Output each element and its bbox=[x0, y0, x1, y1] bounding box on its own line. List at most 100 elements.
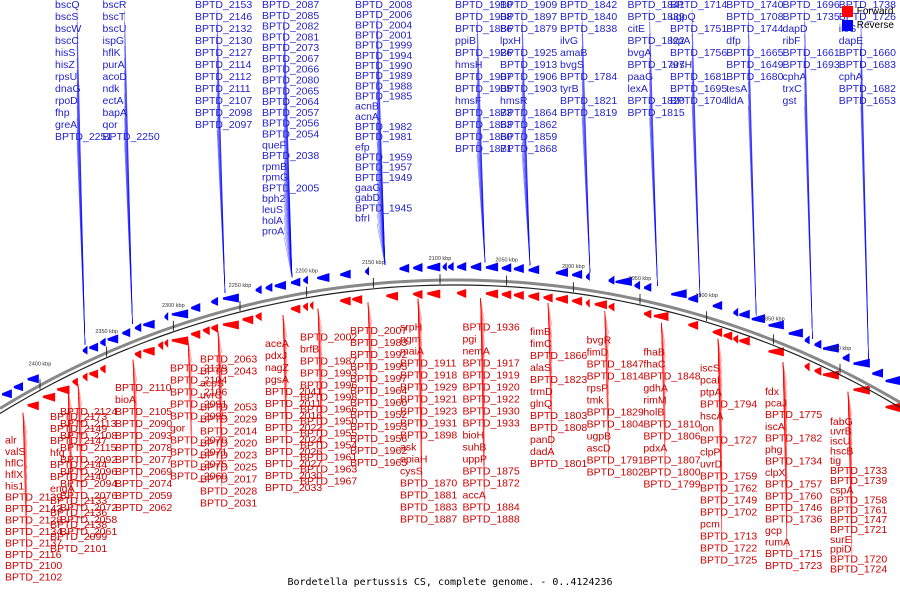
forward-feature bbox=[653, 312, 669, 322]
reverse-feature bbox=[872, 368, 884, 378]
reverse-gene-label: BPTD_1862 bbox=[500, 119, 557, 131]
reverse-gene-label: acnB bbox=[355, 101, 379, 113]
reverse-gene-label: gabD bbox=[355, 192, 381, 204]
reverse-gene-label: greA bbox=[55, 119, 77, 131]
backbone-inner-arc bbox=[0, 284, 900, 415]
forward-gene-label: engA bbox=[50, 483, 75, 495]
reverse-gene-label: BPTD_1999 bbox=[355, 40, 412, 52]
reverse-gene-label: BPTD_1988 bbox=[355, 80, 412, 92]
forward-gene-label: valS bbox=[5, 446, 25, 458]
forward-gene-label: BPTD_1762 bbox=[700, 482, 757, 494]
reverse-gene-label: lexA bbox=[628, 83, 648, 95]
reverse-gene-label: BPTD_1693 bbox=[783, 59, 840, 71]
reverse-feature bbox=[27, 374, 39, 384]
forward-connector bbox=[77, 383, 83, 526]
forward-gene-label: clpP bbox=[700, 446, 720, 458]
forward-gene-label: BPTD_2033 bbox=[265, 482, 322, 494]
reverse-feature bbox=[442, 262, 447, 272]
reverse-feature bbox=[822, 343, 839, 353]
forward-gene-label: BPTD_1791 bbox=[587, 454, 644, 466]
reverse-gene-label: hflK bbox=[103, 47, 121, 59]
forward-gene-label: BPTD_2092 bbox=[60, 454, 117, 466]
reverse-gene-label: hmsF bbox=[455, 95, 481, 107]
reverse-gene-label: fhp bbox=[55, 107, 70, 119]
reverse-gene-label: BPTD_1738 bbox=[839, 0, 896, 11]
reverse-gene-label: dapD bbox=[783, 23, 809, 35]
forward-feature bbox=[211, 323, 219, 333]
forward-feature bbox=[572, 296, 583, 306]
reverse-gene-label: ugpQ bbox=[670, 11, 696, 23]
reverse-gene-label: bscW bbox=[55, 23, 81, 35]
gene-labels: bscQ bscR bscS bscT bscW bscU bscC ispG hisS hflK… bbox=[5, 0, 896, 584]
reverse-gene-label: citE bbox=[628, 23, 646, 35]
reverse-feature bbox=[470, 262, 482, 272]
forward-gene-label: BPTD_1758 bbox=[830, 495, 887, 507]
forward-gene-label: tig bbox=[830, 455, 841, 467]
forward-gene-label: BPTD_1961 bbox=[300, 452, 357, 464]
reverse-feature bbox=[634, 280, 641, 290]
reverse-gene-label: BPTD_1696 bbox=[783, 0, 840, 11]
forward-gene-label: glnQ bbox=[530, 398, 552, 410]
reverse-gene-label: bapA bbox=[103, 107, 128, 119]
reverse-gene-label: purA bbox=[103, 59, 125, 71]
reverse-gene-label: BPTD_1926 bbox=[455, 47, 512, 59]
reverse-gene-label: BPTD_1681 bbox=[670, 71, 727, 83]
reverse-feature bbox=[255, 285, 262, 295]
reverse-feature bbox=[608, 275, 615, 285]
forward-gene-label: BPTD_1727 bbox=[700, 434, 757, 446]
reverse-gene-label: BPTD_1982 bbox=[355, 121, 412, 133]
reverse-gene-label: efp bbox=[355, 141, 370, 153]
reverse-gene-label: ribF bbox=[783, 35, 801, 47]
reverse-gene-label: bvgS bbox=[560, 59, 584, 71]
forward-feature bbox=[733, 334, 739, 344]
forward-gene-label: BPTD_1922 bbox=[463, 393, 520, 405]
forward-gene-label: BPTD_1965 bbox=[350, 457, 407, 469]
reverse-gene-label: BPTD_1990 bbox=[355, 60, 412, 72]
forward-gene-label: tmk bbox=[587, 394, 605, 406]
forward-gene-label: BPTD_2140 bbox=[50, 471, 107, 483]
reverse-gene-label: BPTD_2073 bbox=[262, 42, 319, 54]
forward-gene-label: hscB bbox=[830, 445, 853, 457]
forward-gene-label: BPTD_1888 bbox=[463, 513, 520, 525]
forward-gene-label: BPTD_2124 bbox=[60, 406, 117, 418]
reverse-feature bbox=[222, 293, 239, 303]
forward-gene-label: BPTD_2029 bbox=[200, 413, 257, 425]
reverse-connector bbox=[216, 129, 226, 293]
forward-gene-label: BPTD_1829 bbox=[587, 406, 644, 418]
forward-gene-label: BPTD_1749 bbox=[700, 494, 757, 506]
reverse-gene-label: BPTD_2057 bbox=[262, 107, 319, 119]
reverse-gene-label: tyrB bbox=[560, 83, 579, 95]
reverse-gene-label: BPTD_2008 bbox=[355, 0, 412, 11]
reverse-gene-label: BPTD_1751 bbox=[670, 23, 727, 35]
forward-feature bbox=[57, 385, 70, 395]
reverse-gene-label: BPTD_1797 bbox=[628, 59, 685, 71]
reverse-gene-label: BPTD_1660 bbox=[839, 47, 896, 59]
forward-gene-label: BPTD_1998 bbox=[300, 392, 357, 404]
forward-gene-label: BPTD_1987 bbox=[300, 356, 357, 368]
forward-gene-label: BPTD_1757 bbox=[765, 479, 822, 491]
reverse-gene-label: cphA bbox=[839, 71, 863, 83]
reverse-connector bbox=[581, 117, 591, 273]
reverse-gene-label: BPTD_2004 bbox=[355, 19, 412, 31]
forward-gene-label: lon bbox=[700, 422, 714, 434]
forward-feature bbox=[158, 341, 164, 351]
reverse-gene-label: BPTD_1925 bbox=[500, 47, 557, 59]
reverse-gene-label: BPTD_1735 bbox=[783, 11, 840, 23]
forward-feature bbox=[822, 370, 839, 380]
reverse-feature bbox=[107, 334, 119, 344]
reverse-gene-label: arsH bbox=[670, 59, 692, 71]
forward-feature bbox=[89, 369, 99, 379]
reverse-gene-label: lspA bbox=[670, 35, 690, 47]
forward-gene-label: BPTD_2102 bbox=[5, 572, 62, 584]
forward-gene-label: BPTD_2060 bbox=[170, 470, 227, 482]
reverse-gene-label: BPTD_1821 bbox=[560, 95, 617, 107]
reverse-feature bbox=[712, 301, 723, 311]
forward-feature bbox=[290, 304, 301, 314]
reverse-feature bbox=[572, 269, 583, 279]
reverse-connector bbox=[860, 105, 869, 367]
forward-feature bbox=[555, 294, 568, 304]
reverse-gene-label: hmsR bbox=[500, 95, 528, 107]
forward-gene-label: pcaI bbox=[700, 374, 720, 386]
forward-gene-label: hscA bbox=[700, 410, 723, 422]
